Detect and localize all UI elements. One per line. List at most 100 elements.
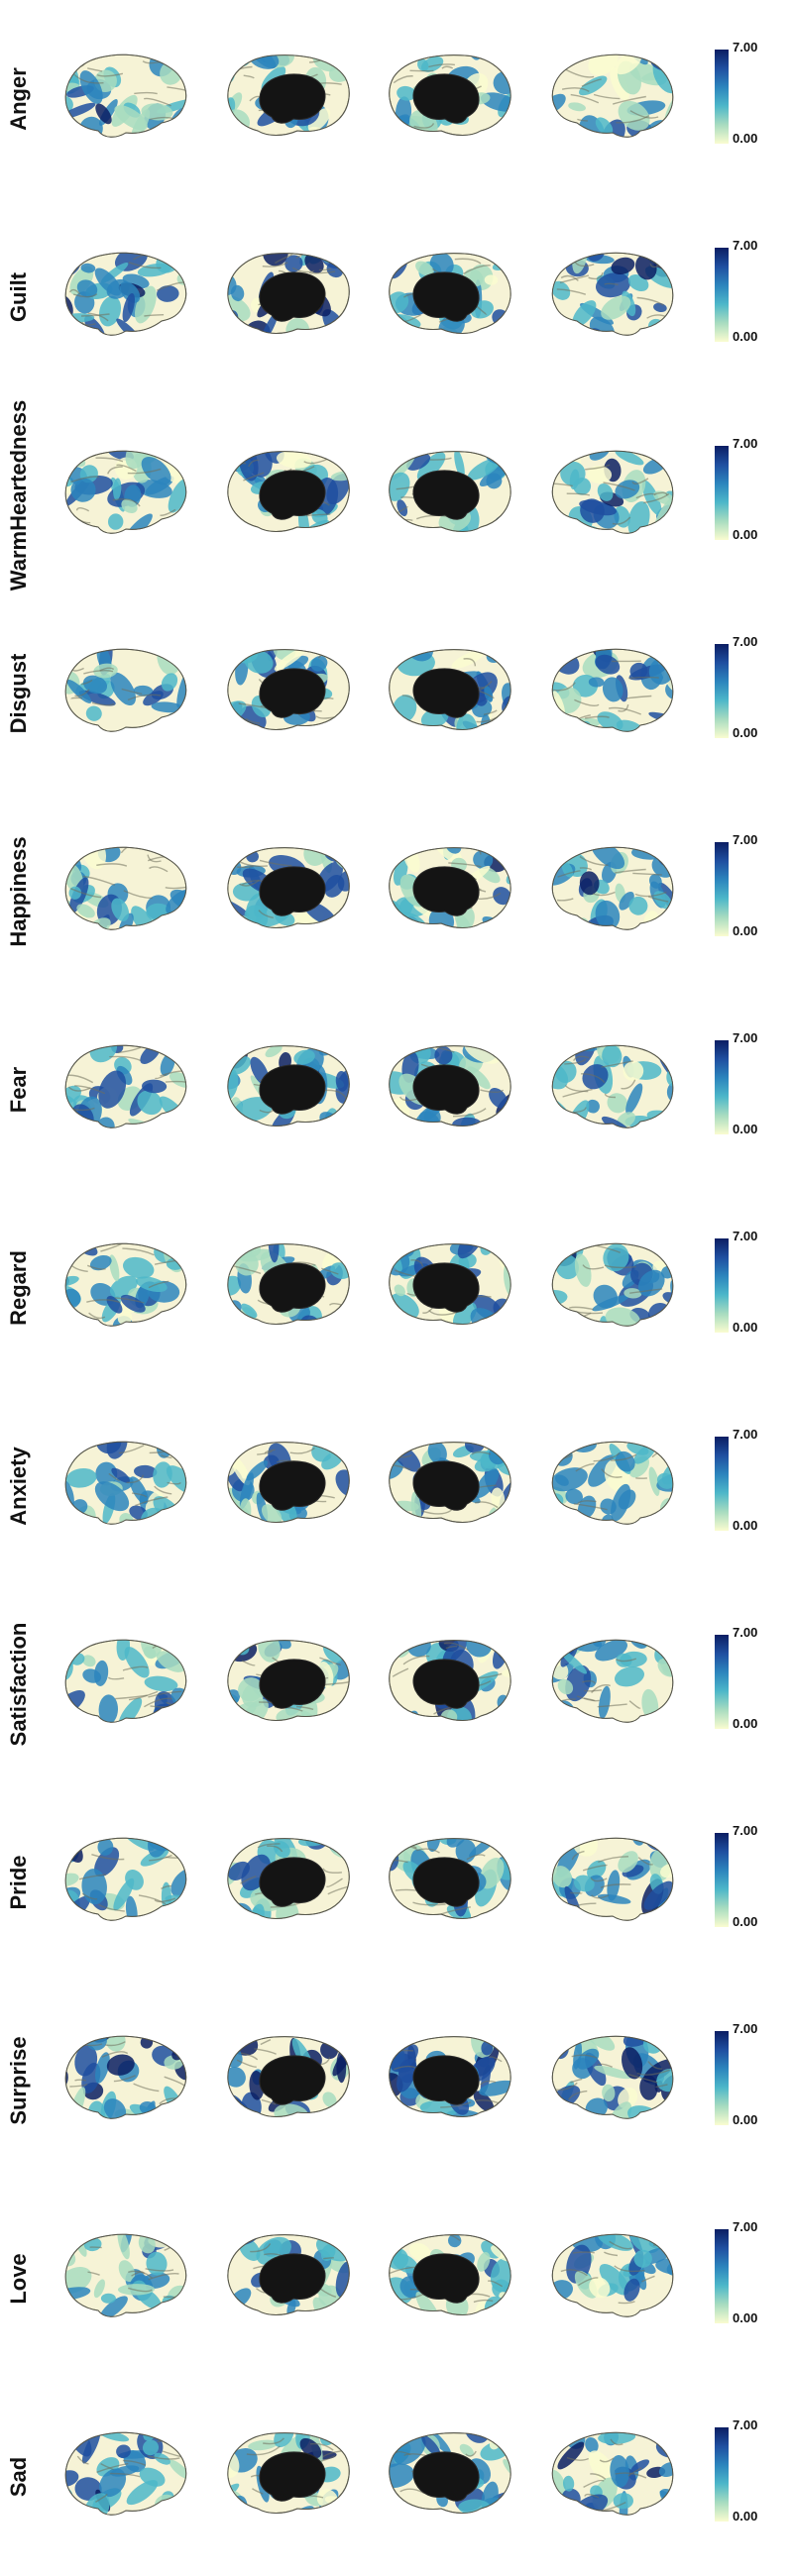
brain-right-medial bbox=[382, 1831, 520, 1926]
activation-patch bbox=[100, 2293, 116, 2304]
activation-patch bbox=[634, 2268, 647, 2291]
sulcus-line bbox=[76, 2455, 89, 2465]
sulcus-line bbox=[67, 1086, 91, 1092]
sulcus-line bbox=[471, 1451, 492, 1455]
brain-left-medial bbox=[218, 246, 357, 341]
sulcus-line bbox=[70, 476, 100, 483]
activation-patch bbox=[473, 2091, 495, 2112]
sulcus-line bbox=[70, 888, 102, 899]
colorbar-gradient bbox=[715, 842, 729, 936]
cortex-outline bbox=[551, 1242, 674, 1327]
sulcus-line bbox=[318, 268, 332, 271]
sulcus-line bbox=[323, 2257, 334, 2260]
activation-patch bbox=[341, 2432, 350, 2441]
activation-patch bbox=[274, 649, 307, 671]
sulcus-line bbox=[556, 288, 587, 295]
activation-patch bbox=[500, 1046, 511, 1065]
activation-patch bbox=[109, 1254, 120, 1282]
activation-patch bbox=[552, 126, 579, 138]
activation-patch bbox=[273, 1841, 290, 1858]
sulcus-line bbox=[585, 464, 611, 471]
activation-patch bbox=[65, 1838, 80, 1852]
brain-right-lateral bbox=[545, 642, 684, 737]
activation-patch bbox=[122, 292, 135, 323]
activation-patch bbox=[111, 1467, 131, 1483]
colorbar: 7.00 0.00 bbox=[715, 238, 757, 344]
emotion-row: Surprise 7.00 0.00 bbox=[0, 1982, 793, 2180]
activation-patch bbox=[65, 1467, 97, 1488]
sulcus-line bbox=[100, 1243, 125, 1252]
row-label: Regard bbox=[6, 1250, 31, 1326]
colorbar-min-label: 0.00 bbox=[733, 2310, 758, 2325]
sulcus-line bbox=[138, 1894, 167, 1905]
sulcus-line bbox=[232, 2434, 248, 2440]
activation-patch bbox=[594, 2065, 632, 2080]
activation-patch bbox=[248, 2439, 278, 2451]
sulcus-line bbox=[91, 1854, 125, 1861]
activation-patch bbox=[503, 253, 511, 269]
activation-patch bbox=[610, 2454, 629, 2488]
sulcus-line bbox=[480, 1089, 505, 1094]
activation-patch bbox=[562, 2475, 575, 2492]
sulcus-line bbox=[112, 498, 141, 507]
activation-patch bbox=[335, 1469, 350, 1498]
activation-patch bbox=[167, 1045, 186, 1056]
cortex-outline bbox=[551, 54, 674, 138]
sulcus-line bbox=[305, 513, 331, 517]
sulcus-line bbox=[135, 1496, 169, 1507]
colorbar-gradient bbox=[715, 1238, 729, 1333]
activation-patch bbox=[65, 1839, 76, 1854]
brain-right-medial bbox=[382, 2227, 520, 2322]
cortex-outline bbox=[227, 253, 350, 334]
activation-patch bbox=[552, 1308, 570, 1327]
medial-wall bbox=[259, 1460, 326, 1511]
sulcus-line bbox=[597, 2063, 613, 2068]
sulcus-line bbox=[616, 1658, 637, 1663]
activation-patch bbox=[142, 2272, 170, 2290]
sulcus-line bbox=[636, 296, 664, 306]
row-label: Anger bbox=[6, 67, 31, 131]
activation-patch bbox=[421, 2434, 441, 2457]
activation-patch bbox=[607, 1093, 628, 1114]
sulcus-line bbox=[452, 1108, 487, 1118]
sulcus-line bbox=[74, 1085, 106, 1095]
sulcus-line bbox=[593, 93, 621, 100]
brain-left-lateral bbox=[55, 840, 193, 935]
cortex-outline bbox=[389, 253, 511, 334]
cortex-outline bbox=[389, 1442, 511, 1523]
cortex-outline bbox=[389, 2432, 511, 2514]
sulcus-line bbox=[647, 2061, 663, 2070]
sulcus-line bbox=[584, 1689, 603, 1692]
medial-wall bbox=[412, 1064, 480, 1115]
activation-patch bbox=[129, 1476, 149, 1505]
activation-patch bbox=[227, 2234, 239, 2245]
brain-left-medial bbox=[218, 444, 357, 539]
sulcus-line bbox=[109, 2472, 141, 2478]
cortex-outline bbox=[551, 2233, 674, 2317]
row-label: Guilt bbox=[6, 271, 31, 323]
sulcus-line bbox=[82, 875, 116, 887]
sulcus-line bbox=[429, 457, 452, 461]
sulcus-line bbox=[145, 2268, 174, 2272]
sulcus-line bbox=[560, 274, 579, 281]
sulcus-line bbox=[260, 2039, 272, 2046]
activation-patch bbox=[466, 1640, 493, 1658]
activation-patch bbox=[95, 2052, 110, 2084]
sulcus-line bbox=[250, 2243, 272, 2253]
brain-left-medial bbox=[218, 2425, 357, 2521]
sulcus-line bbox=[592, 891, 616, 897]
colorbar-gradient bbox=[715, 446, 729, 540]
colorbar: 7.00 0.00 bbox=[715, 1625, 757, 1731]
sulcus-line bbox=[628, 676, 659, 680]
activation-patch bbox=[573, 477, 592, 495]
activation-patch bbox=[658, 2461, 673, 2478]
activation-patch bbox=[649, 874, 662, 889]
sulcus-line bbox=[591, 1894, 610, 1899]
activation-patch bbox=[227, 2306, 238, 2315]
brain-right-medial bbox=[382, 2029, 520, 2124]
activation-patch bbox=[227, 294, 251, 322]
medial-wall bbox=[259, 2055, 326, 2105]
activation-patch bbox=[598, 1685, 611, 1719]
activation-patch bbox=[119, 281, 141, 303]
activation-patch bbox=[227, 1510, 237, 1523]
